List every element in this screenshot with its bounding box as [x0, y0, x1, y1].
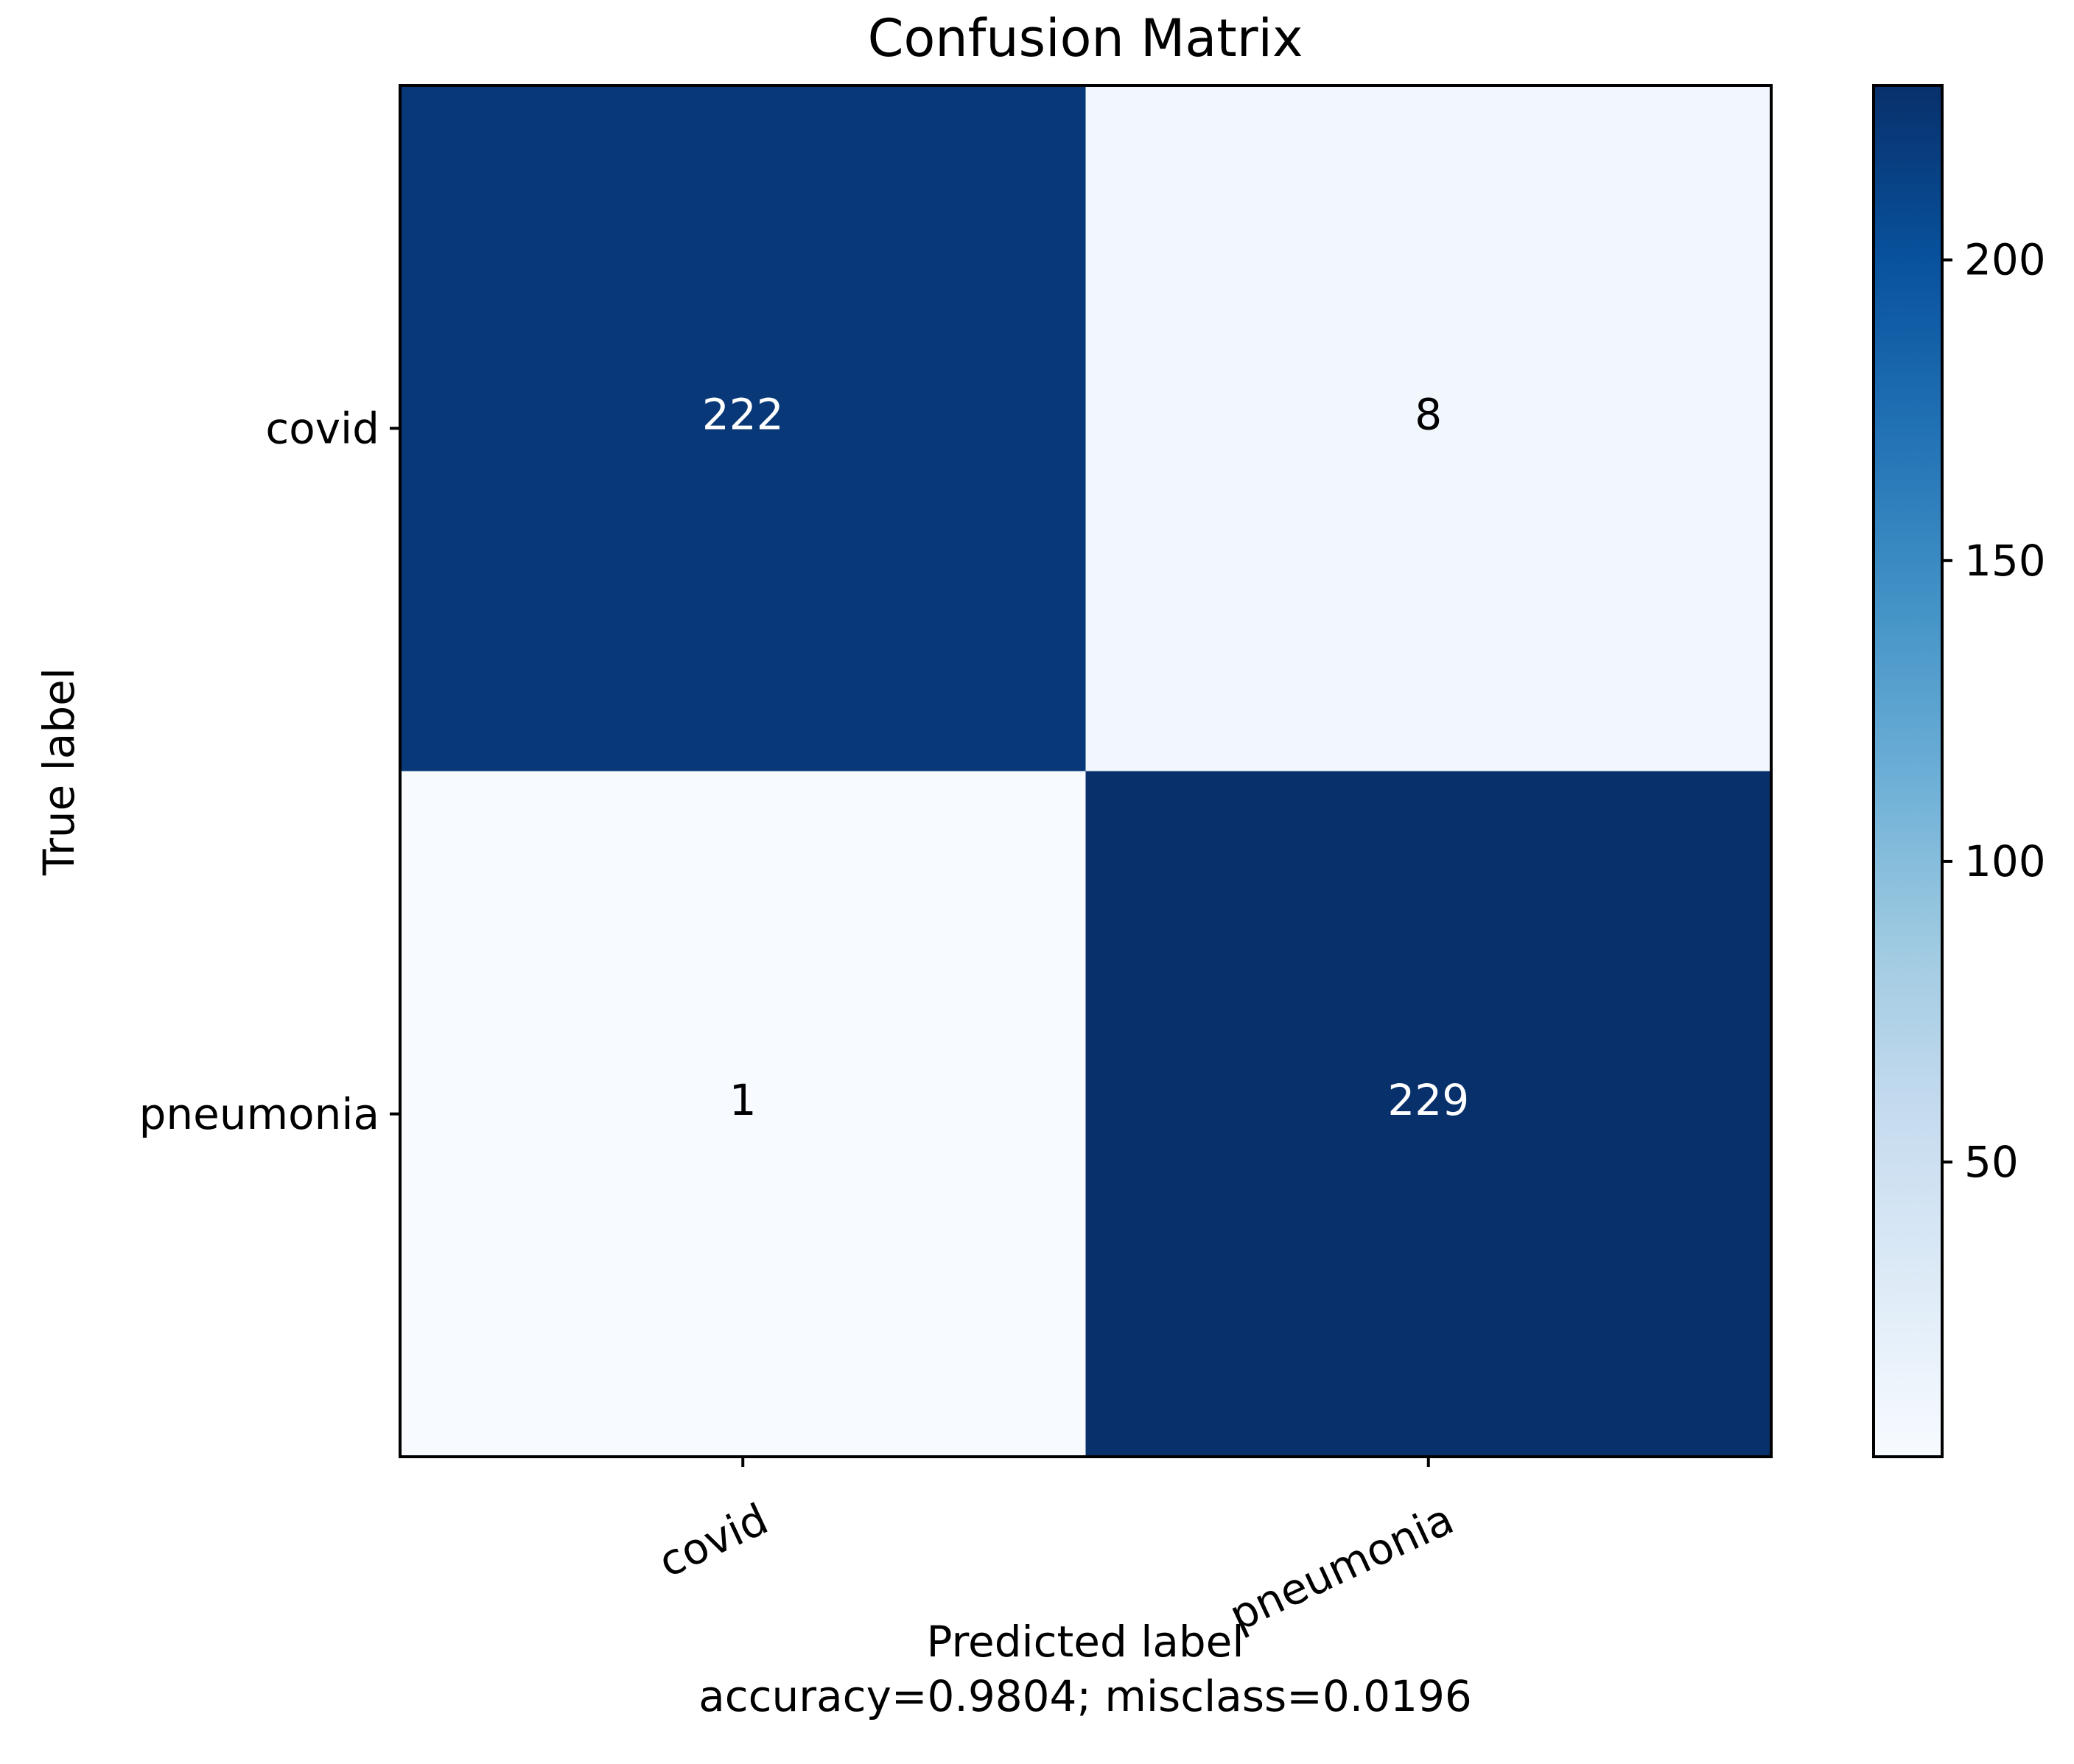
- matrix-cell-labels: 222 8 1 229: [702, 390, 1469, 1126]
- cell-value-label: 8: [1415, 390, 1442, 440]
- matrix-cells: [400, 85, 1771, 1457]
- y-tick-label: covid: [265, 403, 379, 453]
- colorbar-ticks: 50 100 150 200: [1942, 235, 2046, 1187]
- chart-title: Confusion Matrix: [868, 8, 1303, 69]
- x-tick-label: covid: [651, 1494, 776, 1587]
- matrix-cell: [1085, 771, 1771, 1457]
- y-axis-ticks: covid pneumonia: [139, 403, 400, 1139]
- cell-value-label: 229: [1387, 1075, 1469, 1125]
- colorbar-tick-label: 200: [1964, 235, 2046, 285]
- matrix-cell: [400, 85, 1086, 771]
- colorbar-tick-label: 100: [1964, 836, 2046, 886]
- y-axis-label: True label: [34, 668, 84, 876]
- colorbar-tick-label: 50: [1964, 1137, 2019, 1187]
- matrix-cell: [400, 771, 1086, 1457]
- cell-value-label: 222: [702, 390, 784, 440]
- x-axis-label: Predicted label: [927, 1617, 1244, 1667]
- x-axis-ticks: covid pneumonia: [651, 1457, 1461, 1641]
- colorbar: [1872, 84, 1944, 1458]
- x-tick-label: pneumonia: [1222, 1494, 1461, 1641]
- cell-value-label: 1: [729, 1075, 757, 1125]
- matrix-cell: [1085, 85, 1771, 771]
- colorbar-tick-label: 150: [1964, 536, 2046, 586]
- y-tick-label: pneumonia: [139, 1089, 379, 1139]
- x-axis-label-metrics: accuracy=0.9804; misclass=0.0196: [698, 1671, 1472, 1721]
- plot-frame: [399, 84, 1773, 1458]
